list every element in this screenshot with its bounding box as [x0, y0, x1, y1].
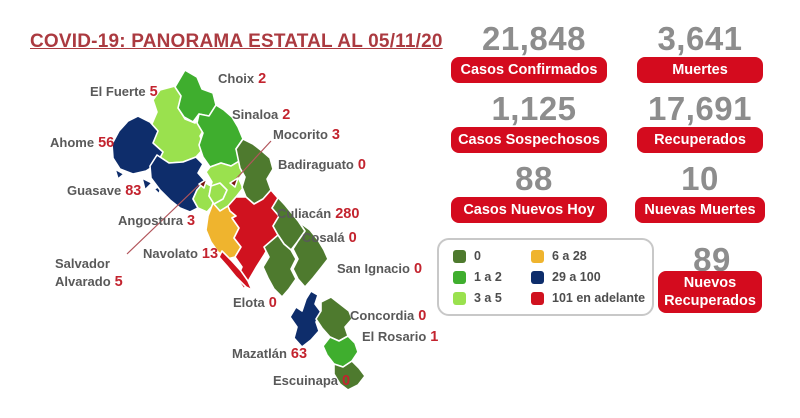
map-label-el-rosario: El Rosario 1	[362, 329, 439, 345]
map-label-badiraguato: Badiraguato 0	[278, 157, 366, 173]
deaths-number: 3,641	[657, 20, 743, 57]
pointer-marker	[229, 177, 239, 188]
map-label-mazatlan: Mazatlán 63	[232, 346, 308, 362]
legend-swatch	[531, 249, 544, 263]
legend-swatch	[453, 249, 466, 263]
map-label-angostura: Angostura 3	[118, 213, 196, 229]
map-label-salvador-alvarado: Salvador Alvarado 5	[55, 256, 123, 290]
deaths-badge: Muertes	[637, 57, 763, 83]
municipality-elota	[262, 234, 297, 298]
municipality-ahome	[111, 115, 164, 175]
map-color-legend: 0 1 a 2 3 a 5 6 a 28 29 a 100 101 e	[437, 238, 654, 316]
municipality-concordia	[315, 296, 353, 342]
legend-swatch	[531, 291, 544, 305]
new-cases-today-number: 88	[515, 160, 553, 197]
legend-swatch	[453, 291, 466, 305]
legend-item: 1 a 2	[453, 270, 517, 284]
municipality-escuinapa	[333, 360, 366, 391]
municipality-san-ignacio	[292, 221, 329, 288]
legend-item: 0	[453, 249, 517, 263]
new-deaths-number: 10	[681, 160, 719, 197]
municipality-salvador-alvarado	[208, 182, 228, 205]
coastal-islet	[114, 168, 125, 180]
map-label-choix: Choix 2	[218, 71, 267, 87]
municipality-mazatlan	[289, 290, 322, 348]
sinaloa-choropleth-map	[111, 69, 366, 391]
pointer-marker	[198, 178, 208, 189]
map-label-san-ignacio: San Ignacio 0	[337, 261, 423, 277]
new-deaths-badge: Nuevas Muertes	[635, 197, 765, 223]
map-label-concordia: Concordia 0	[350, 308, 427, 324]
confirmed-cases-number: 21,848	[482, 20, 586, 57]
confirmed-cases-badge: Casos Confirmados	[451, 57, 607, 83]
legend-item: 29 a 100	[531, 270, 645, 284]
page-title: COVID-19: PANORAMA ESTATAL AL 05/11/20	[30, 31, 443, 52]
recovered-number: 17,691	[648, 90, 752, 127]
legend-swatch	[531, 270, 544, 284]
leader-line-salvador-alvarado	[126, 183, 201, 255]
leader-line-mocorito	[234, 140, 272, 181]
legend-item: 6 a 28	[531, 249, 645, 263]
map-label-ahome: Ahome 56	[50, 135, 115, 151]
map-label-cosala: Cosalá 0	[302, 230, 357, 246]
new-recovered-number: 89	[693, 241, 731, 278]
culiacan-coastal-strip	[218, 250, 253, 291]
new-cases-today-badge: Casos Nuevos Hoy	[451, 197, 607, 223]
map-label-elota: Elota 0	[233, 295, 277, 311]
legend-item: 101 en adelante	[531, 291, 645, 305]
map-label-sinaloa: Sinaloa 2	[232, 107, 291, 123]
recovered-badge: Recuperados	[637, 127, 763, 153]
map-label-mocorito: Mocorito 3	[273, 127, 340, 143]
legend-item: 3 a 5	[453, 291, 517, 305]
map-label-navolato: Navolato 13	[143, 246, 219, 262]
new-recovered-badge: Nuevos Recuperados	[658, 271, 762, 313]
coastal-islet	[141, 177, 153, 191]
legend-swatch	[453, 270, 466, 284]
suspected-cases-badge: Casos Sospechosos	[451, 127, 607, 153]
map-label-culiacan: Culiacán 280	[277, 206, 360, 222]
map-label-escuinapa: Escuinapa 0	[273, 373, 351, 389]
map-label-guasave: Guasave 83	[67, 183, 142, 199]
map-label-el-fuerte: El Fuerte 5	[90, 84, 158, 100]
suspected-cases-number: 1,125	[491, 90, 577, 127]
